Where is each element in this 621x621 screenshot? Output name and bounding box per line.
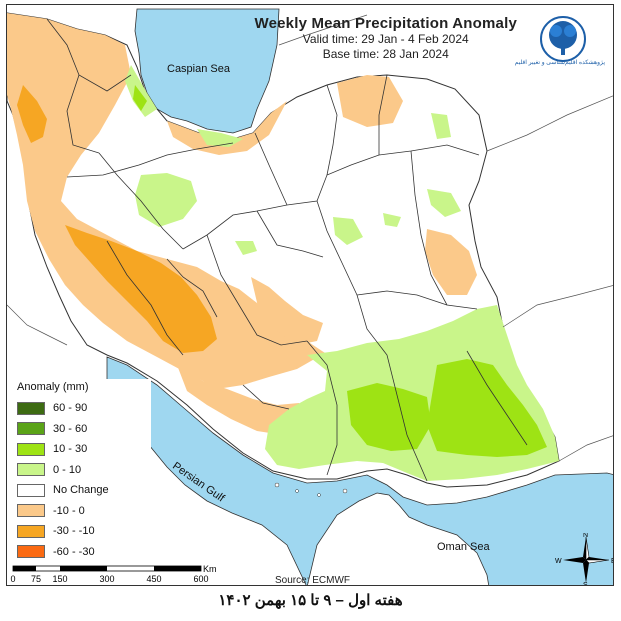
country-borders	[7, 14, 613, 462]
legend: Anomaly (mm) 60 - 90 30 - 60 10 - 30 0 - 10…	[11, 379, 151, 562]
anomaly-center-light	[251, 277, 323, 345]
anomaly-northwest-orange	[17, 85, 47, 143]
anomaly-caspian-green	[125, 65, 157, 117]
scale-tick-label: 300	[100, 574, 115, 584]
legend-item: 0 - 10	[11, 460, 151, 481]
legend-label: 60 - 90	[53, 402, 88, 415]
anomaly-southeast-medium-green	[427, 359, 547, 457]
legend-swatch	[17, 463, 45, 477]
compass-e: E	[611, 558, 614, 565]
legend-title: Anomaly (mm)	[17, 381, 89, 393]
oman-peninsula	[307, 492, 490, 585]
map-title: Weekly Mean Precipitation Anomaly	[254, 15, 517, 32]
anomaly-east-green	[427, 189, 461, 217]
scale-unit: Km	[203, 564, 217, 574]
anomaly-west-light	[7, 13, 325, 389]
title-block: Weekly Mean Precipitation Anomaly Valid …	[254, 15, 517, 62]
logo-text: پژوهشکده اقلیم‌شناسی و تغییر اقلیم	[514, 60, 605, 66]
legend-swatch	[17, 545, 45, 559]
scale-tick-label: 0	[11, 574, 16, 584]
anomaly-northcentral-green	[197, 129, 243, 147]
week-caption: هفته اول – ۹ تا ۱۵ بهمن ۱۴۰۲	[218, 592, 403, 609]
legend-label: -60 - -30	[53, 545, 95, 558]
institute-tree-logo-icon	[540, 16, 586, 62]
legend-swatch	[17, 483, 45, 497]
anomaly-central-spots-green	[235, 113, 451, 255]
anomaly-south-light	[177, 365, 307, 435]
compass-w: W	[555, 558, 562, 565]
scale-bar: 0 75 150 300 450 600 Km	[11, 564, 217, 584]
caspian-sea-label: Caspian Sea	[167, 63, 230, 75]
anomaly-east-light	[425, 229, 477, 295]
legend-label: 0 - 10	[53, 463, 82, 476]
legend-item: 60 - 90	[11, 398, 151, 419]
anomaly-north-light	[167, 101, 287, 155]
anomaly-caspian-medium-green	[133, 85, 147, 111]
compass-s: S	[583, 582, 588, 586]
map-frame: Weekly Mean Precipitation Anomaly Valid …	[6, 4, 614, 586]
legend-label: -10 - 0	[53, 504, 85, 517]
scale-tick-label: 75	[31, 574, 41, 584]
legend-label: No Change	[53, 484, 109, 497]
legend-item: 10 - 30	[11, 439, 151, 460]
scale-tick-label: 600	[194, 574, 209, 584]
gulf-islands	[274, 482, 348, 497]
legend-item: -60 - -30	[11, 542, 151, 563]
iran-map	[7, 8, 613, 585]
caspian-sea	[134, 8, 280, 134]
scale-tick-label: 450	[147, 574, 162, 584]
anomaly-zagros-orange	[65, 225, 217, 353]
legend-swatch	[17, 442, 45, 456]
legend-label: -30 - -10	[53, 525, 95, 538]
anomaly-northeast-light	[337, 75, 403, 127]
legend-label: 30 - 60	[53, 422, 88, 435]
compass-n: N	[583, 533, 588, 539]
valid-time: Valid time: 29 Jan - 4 Feb 2024	[302, 32, 469, 46]
source-label: Source: ECMWF	[275, 575, 351, 586]
legend-swatch	[17, 524, 45, 538]
north-arrow-icon: N S E W	[555, 533, 614, 586]
persian-gulf-sea	[106, 356, 613, 585]
legend-item: -10 - 0	[11, 501, 151, 522]
scale-tick-label: 150	[53, 574, 68, 584]
legend-item: -30 - -10	[11, 521, 151, 542]
legend-swatch	[17, 401, 45, 415]
province-borders	[46, 18, 528, 482]
oman-sea-label: Oman Sea	[437, 541, 490, 553]
legend-label: 10 - 30	[53, 443, 88, 456]
legend-item: 30 - 60	[11, 419, 151, 440]
legend-item: No Change	[11, 480, 151, 501]
legend-swatch	[17, 422, 45, 436]
base-time: Base time: 28 Jan 2024	[322, 47, 449, 61]
legend-swatch	[17, 504, 45, 518]
anomaly-south-medium-green	[347, 383, 431, 451]
